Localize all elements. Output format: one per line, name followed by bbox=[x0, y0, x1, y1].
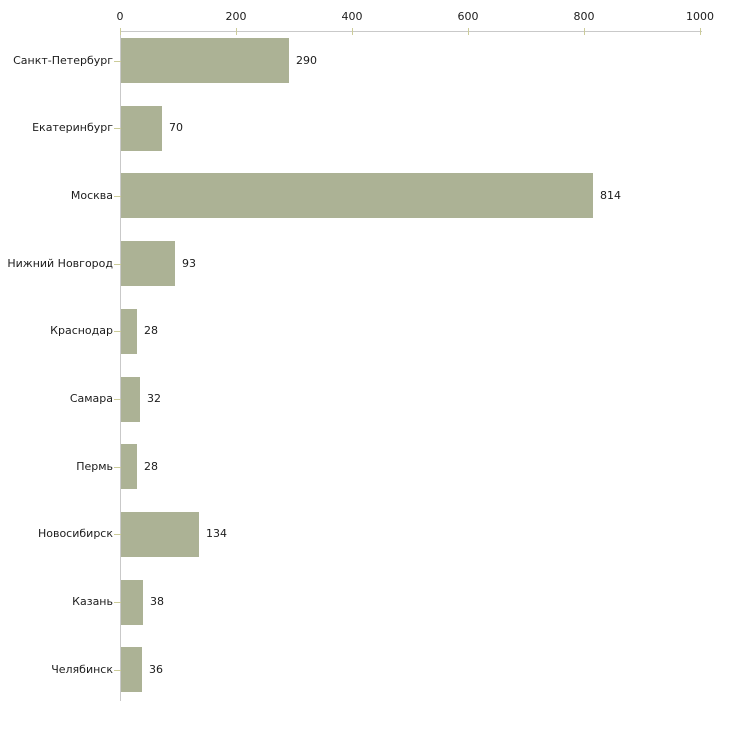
value-label: 93 bbox=[182, 257, 196, 270]
x-axis-tick-label: 600 bbox=[457, 10, 479, 23]
x-axis-tick-mark bbox=[236, 28, 237, 35]
value-label: 32 bbox=[147, 392, 161, 405]
bar bbox=[121, 580, 143, 625]
y-axis-tick-mark bbox=[114, 61, 121, 62]
value-label: 70 bbox=[169, 121, 183, 134]
category-label: Екатеринбург bbox=[32, 121, 113, 134]
y-axis-tick-mark bbox=[114, 264, 121, 265]
x-axis-line bbox=[120, 31, 702, 32]
value-label: 134 bbox=[206, 527, 227, 540]
bar bbox=[121, 444, 137, 489]
bar bbox=[121, 512, 199, 557]
category-label: Челябинск bbox=[51, 663, 113, 676]
category-label: Новосибирск bbox=[37, 527, 113, 540]
bar bbox=[121, 309, 137, 354]
category-label: Краснодар bbox=[50, 324, 113, 337]
x-axis-tick-label: 200 bbox=[225, 10, 247, 23]
x-axis-tick-mark bbox=[120, 28, 121, 35]
value-label: 290 bbox=[296, 54, 317, 67]
bar bbox=[121, 377, 140, 422]
x-axis-tick-mark bbox=[352, 28, 353, 35]
value-label: 28 bbox=[144, 460, 158, 473]
category-label: Москва bbox=[70, 189, 113, 202]
category-label: Нижний Новгород bbox=[7, 257, 113, 270]
bar bbox=[121, 106, 162, 151]
y-axis-tick-mark bbox=[114, 331, 121, 332]
x-axis-tick-mark bbox=[468, 28, 469, 35]
bar bbox=[121, 38, 289, 83]
bar bbox=[121, 241, 175, 286]
category-label: Казань bbox=[72, 595, 113, 608]
y-axis-tick-mark bbox=[114, 399, 121, 400]
bar bbox=[121, 647, 142, 692]
x-axis-tick-label: 400 bbox=[341, 10, 363, 23]
bar bbox=[121, 173, 593, 218]
value-label: 36 bbox=[149, 663, 163, 676]
y-axis-tick-mark bbox=[114, 467, 121, 468]
x-axis-tick-label: 800 bbox=[573, 10, 595, 23]
x-axis-tick-mark bbox=[700, 28, 701, 35]
category-label: Пермь bbox=[76, 460, 113, 473]
value-label: 38 bbox=[150, 595, 164, 608]
y-axis-line bbox=[120, 31, 121, 701]
y-axis-tick-mark bbox=[114, 602, 121, 603]
y-axis-tick-mark bbox=[114, 128, 121, 129]
x-axis-tick-label: 0 bbox=[116, 10, 124, 23]
y-axis-tick-mark bbox=[114, 534, 121, 535]
value-label: 28 bbox=[144, 324, 158, 337]
x-axis-tick-label: 1000 bbox=[686, 10, 714, 23]
y-axis-tick-mark bbox=[114, 670, 121, 671]
value-label: 814 bbox=[600, 189, 621, 202]
x-axis-tick-mark bbox=[584, 28, 585, 35]
category-label: Санкт-Петербург bbox=[13, 54, 113, 67]
category-label: Самара bbox=[69, 392, 113, 405]
y-axis-tick-mark bbox=[114, 196, 121, 197]
